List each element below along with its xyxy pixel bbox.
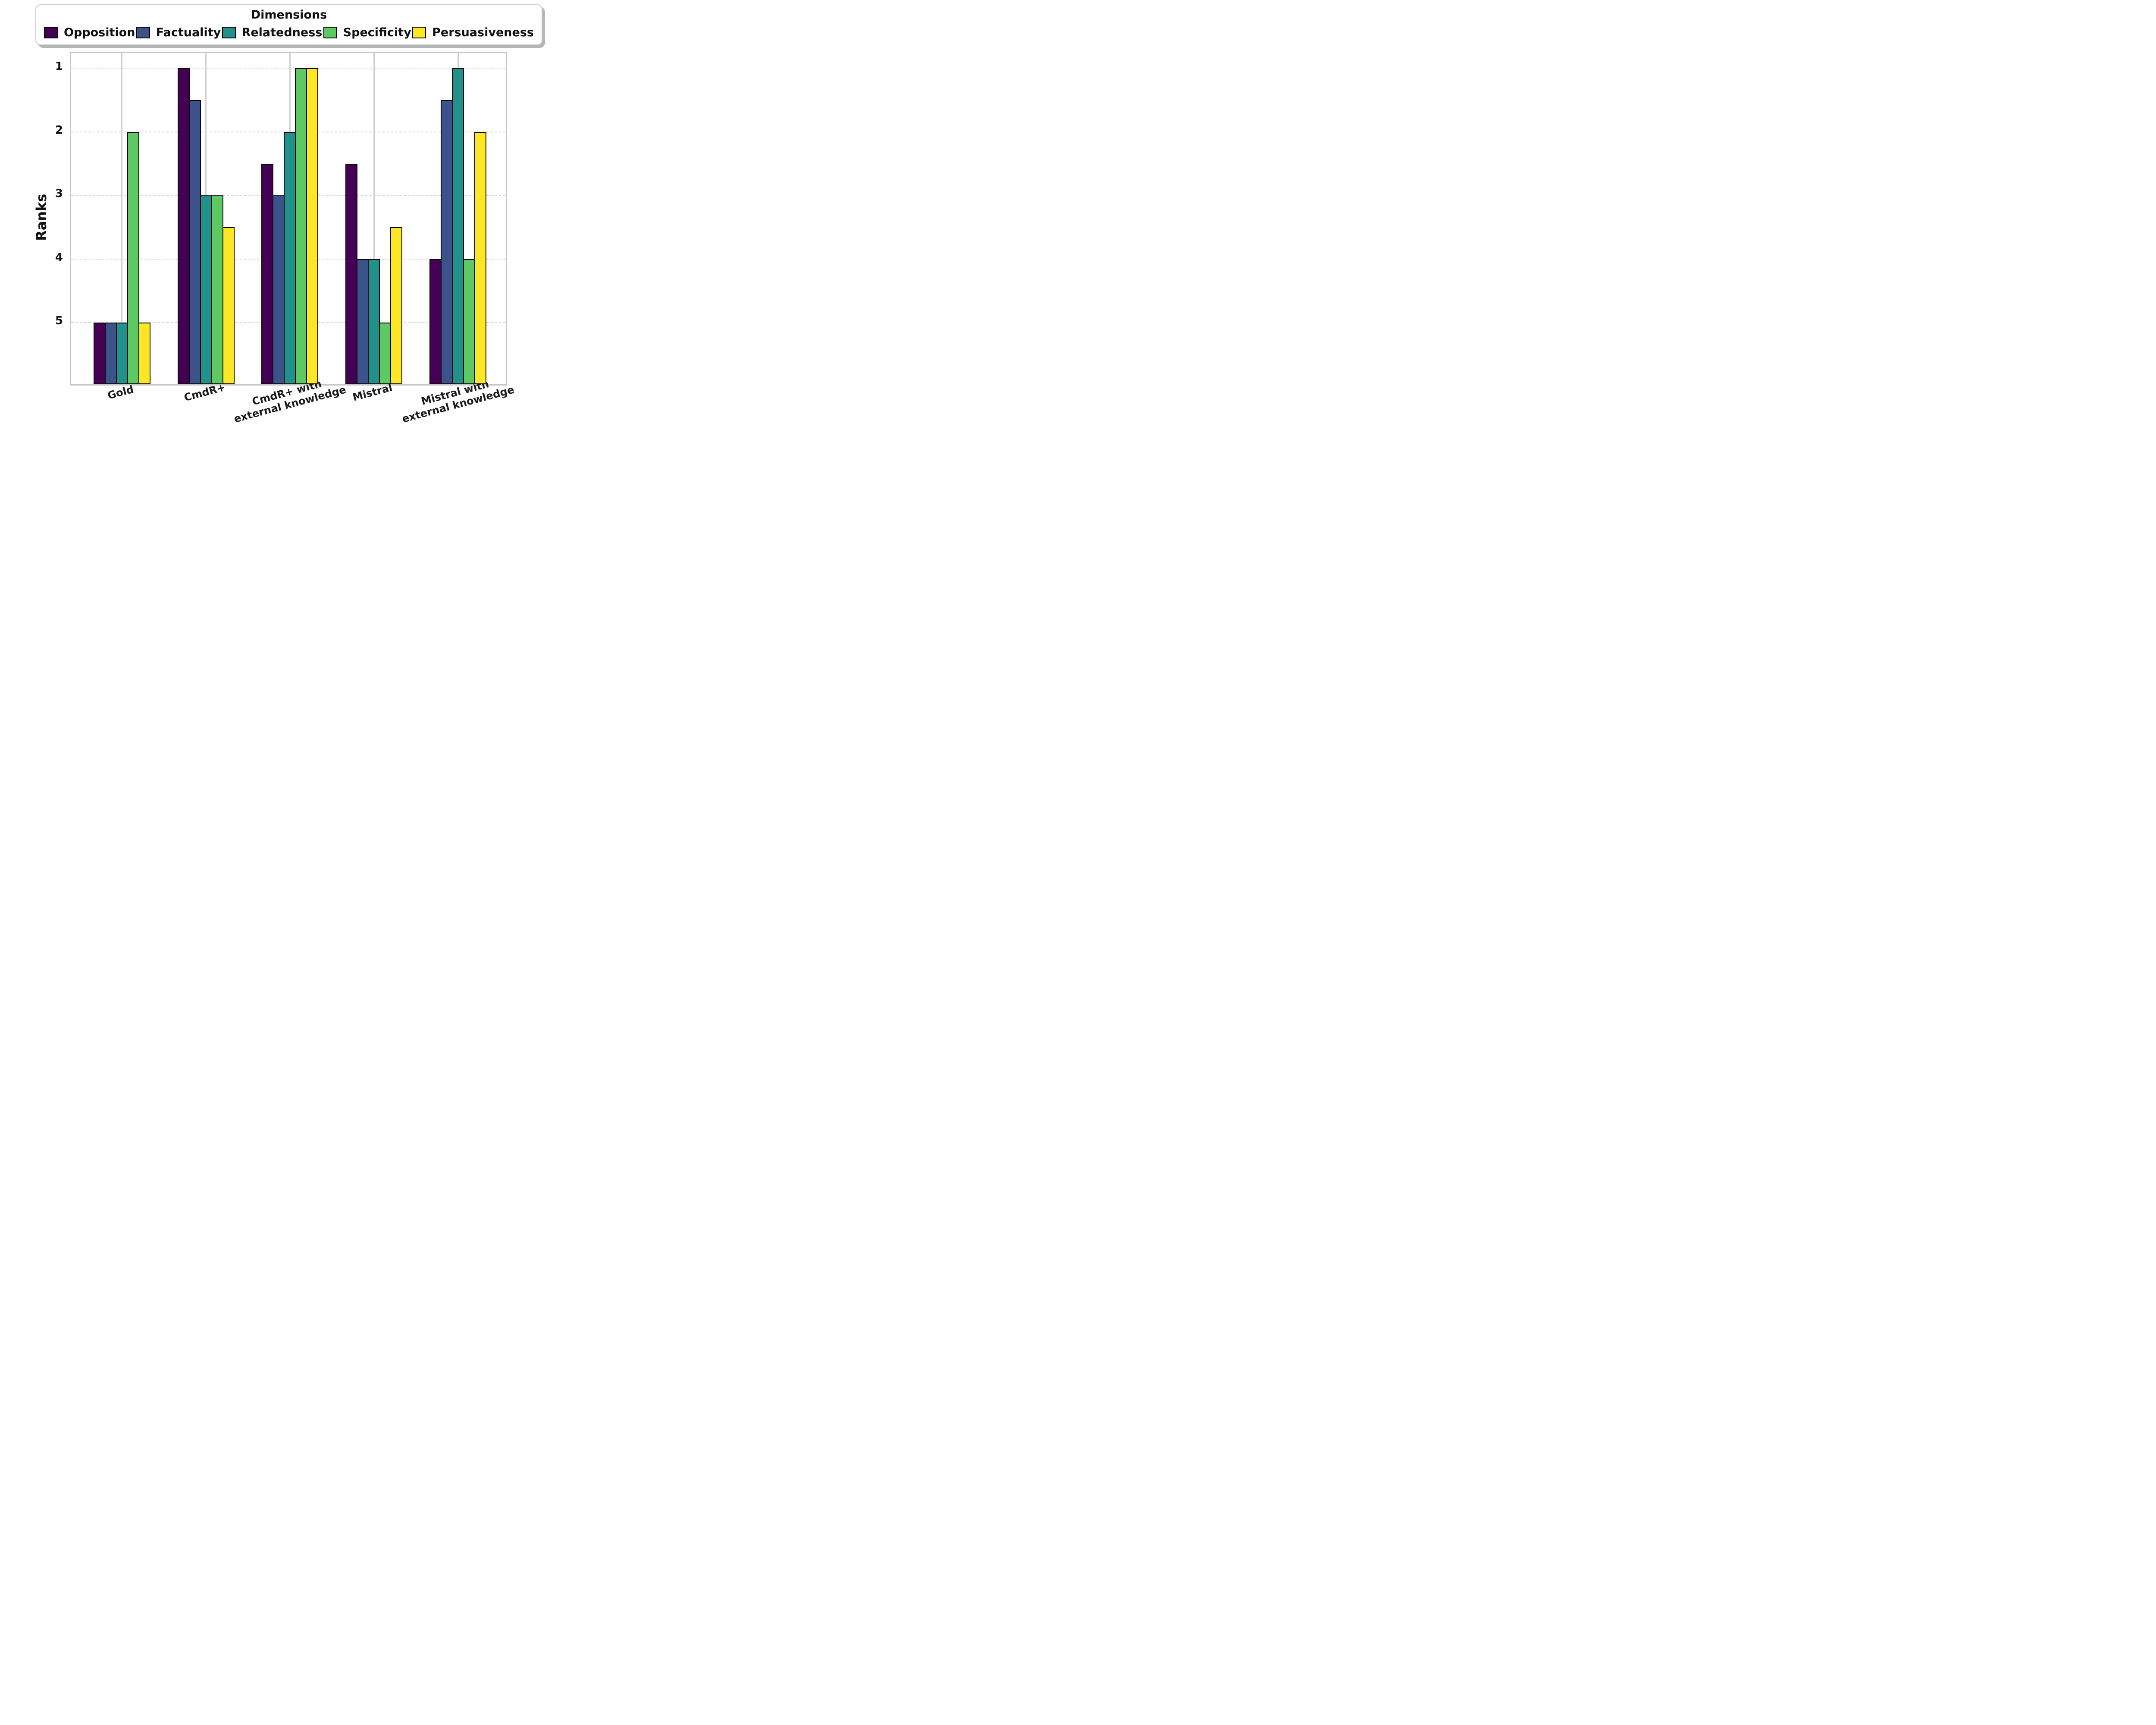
legend-entry-specificity: Specificity <box>323 26 411 39</box>
legend-label: Relatedness <box>241 25 323 39</box>
legend-box: Dimensions Opposition Factuality Relatedne… <box>35 4 542 45</box>
legend-swatch-specificity <box>323 26 337 38</box>
bar-factuality <box>357 259 369 384</box>
y-tick-label: 1 <box>55 60 63 73</box>
bar-persuasiveness <box>306 68 319 384</box>
x-tick-label: Mistral with external knowledge <box>401 378 561 425</box>
legend-swatch-persuasiveness <box>412 26 426 38</box>
y-tick-label: 5 <box>55 314 63 327</box>
x-tick-label: Gold <box>106 383 147 402</box>
bar-relatedness <box>284 132 296 384</box>
bar-specificity <box>295 68 307 384</box>
legend-label: Factuality <box>156 25 221 39</box>
bar-persuasiveness <box>474 132 487 384</box>
legend-entry-factuality: Factuality <box>136 26 221 39</box>
legend-label: Specificity <box>343 25 411 39</box>
legend-entry-opposition: Opposition <box>44 26 135 39</box>
y-tick-label: 4 <box>55 251 63 264</box>
legend-swatch-opposition <box>44 26 58 38</box>
y-tick-label: 2 <box>55 123 63 137</box>
bar-opposition <box>429 259 442 384</box>
bar-specificity <box>379 323 392 384</box>
bar-opposition <box>261 163 274 384</box>
bar-specificity <box>463 259 476 384</box>
x-tick-label-text: Gold <box>106 383 135 402</box>
plot-area <box>70 52 507 386</box>
x-gridline <box>121 53 123 384</box>
bar-relatedness <box>200 195 212 384</box>
bar-group-gold <box>93 132 150 384</box>
bar-group-mistral-with <box>429 68 487 384</box>
bar-group-cmdr- <box>177 68 235 384</box>
bar-factuality <box>273 195 285 384</box>
y-axis-ticks: 1 2 3 4 5 <box>0 52 63 383</box>
bar-specificity <box>127 132 139 384</box>
x-tick-label: CmdR+ <box>182 381 247 404</box>
legend-entry-relatedness: Relatedness <box>222 25 323 39</box>
figure: Dimensions Opposition Factuality Relatedne… <box>0 0 561 431</box>
y-gridline <box>71 68 506 69</box>
legend-entries: Opposition Factuality Relatedness Specifici… <box>44 26 534 39</box>
bar-opposition <box>345 163 358 384</box>
bar-relatedness <box>368 259 380 384</box>
legend-label: Persuasiveness <box>432 25 534 39</box>
legend-swatch-factuality <box>136 26 150 38</box>
x-axis-labels: Gold CmdR+ CmdR+ with external knowledge Mis… <box>70 378 516 430</box>
bar-relatedness <box>116 323 128 384</box>
x-gridline <box>373 53 375 384</box>
bar-opposition <box>93 323 106 384</box>
legend-entry-persuasiveness: Persuasiveness <box>412 26 534 39</box>
x-tick-label: Mistral <box>351 381 413 403</box>
bar-persuasiveness <box>222 227 235 384</box>
bar-group-mistral <box>345 163 403 384</box>
bar-specificity <box>211 195 223 384</box>
bar-persuasiveness <box>390 227 403 384</box>
bar-factuality <box>441 100 453 384</box>
y-tick-label: 3 <box>55 187 63 200</box>
bar-factuality <box>104 323 117 384</box>
bar-factuality <box>188 100 201 384</box>
bar-relatedness <box>452 68 464 384</box>
bar-opposition <box>177 68 190 384</box>
bar-persuasiveness <box>138 323 150 384</box>
bar-group-cmdr-with <box>261 68 319 384</box>
legend-label: Opposition <box>64 25 135 39</box>
legend-swatch-relatedness <box>222 26 236 38</box>
legend-title: Dimensions <box>251 8 327 22</box>
